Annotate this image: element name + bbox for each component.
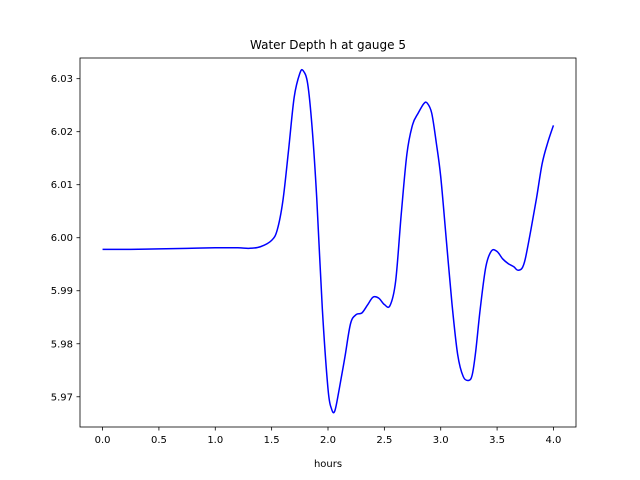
y-tick-label: 5.97	[51, 392, 73, 403]
x-axis-label: hours	[314, 459, 342, 470]
x-tick-label: 4.0	[546, 435, 562, 446]
x-tick-label: 0.5	[151, 435, 167, 446]
x-tick-label: 3.0	[433, 435, 449, 446]
x-tick-label: 2.0	[320, 435, 336, 446]
y-tick-label: 6.00	[51, 233, 73, 244]
y-tick-label: 5.98	[51, 339, 73, 350]
x-tick-label: 3.5	[489, 435, 505, 446]
y-tick-label: 6.01	[51, 180, 73, 191]
y-tick-label: 6.02	[51, 127, 73, 138]
plot-area: 0.0 0.5 1.0 1.5 2.0 2.5 3.0 3.5 4.0 5.97 5.98 5.99 6…	[51, 57, 577, 446]
y-tick-label: 6.03	[51, 74, 73, 85]
y-tick-label: 5.99	[51, 286, 73, 297]
x-tick-label: 1.5	[264, 435, 280, 446]
series-line-1	[102, 68, 555, 414]
chart-title: Water Depth h at gauge 5	[250, 38, 406, 52]
x-tick-label: 2.5	[376, 435, 392, 446]
x-tick-label: 1.0	[207, 435, 223, 446]
x-tick-label: 0.0	[95, 435, 111, 446]
